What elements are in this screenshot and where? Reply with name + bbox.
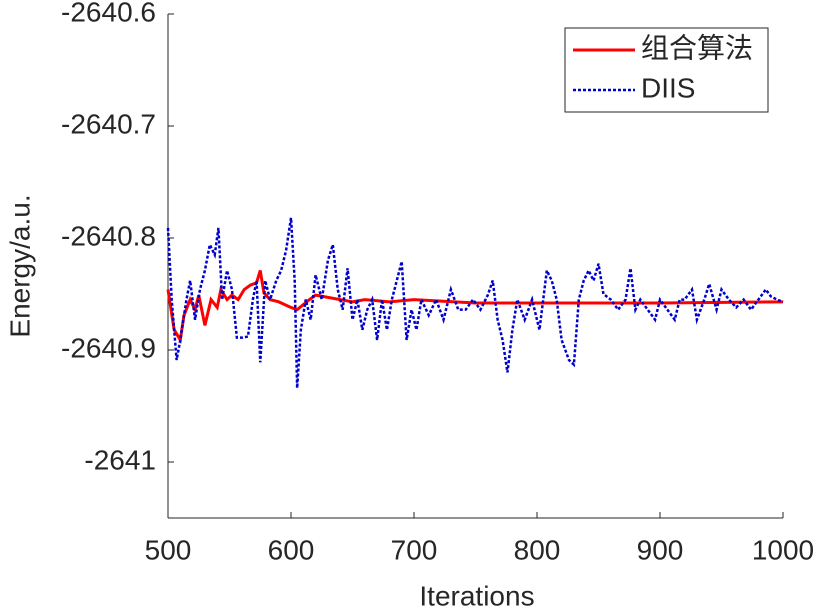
x-axis-label: Iterations [419,580,534,611]
x-tick-label: 800 [514,534,561,565]
legend-label: 组合算法 [641,32,753,63]
legend: 组合算法 DIIS [564,27,769,113]
x-tick-label: 600 [268,534,315,565]
y-tick-label: -2640.8 [61,220,156,251]
legend-box [564,27,769,113]
y-tick-label: -2640.7 [61,108,156,139]
x-tick-label: 900 [637,534,684,565]
x-tick-label: 700 [391,534,438,565]
series-line [166,270,784,345]
y-tick-label: -2640.6 [61,0,156,27]
y-axis-label: Energy/a.u. [4,194,35,337]
series-line [166,217,784,389]
legend-label: DIIS [641,72,695,103]
x-tick-label: 1000 [752,534,814,565]
y-tick-label: -2640.9 [61,332,156,363]
y-tick-label: -2641 [84,444,156,475]
x-tick-label: 500 [145,534,192,565]
